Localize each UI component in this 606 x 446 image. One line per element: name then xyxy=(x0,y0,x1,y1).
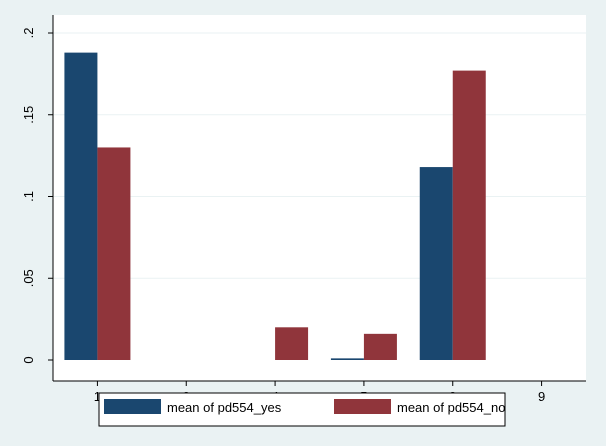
bar-no-8 xyxy=(452,70,486,360)
legend-swatch xyxy=(334,399,391,414)
y-tick-label: .15 xyxy=(21,106,36,124)
bars xyxy=(64,52,486,361)
legend-label: mean of pd554_yes xyxy=(167,400,282,415)
plot-area xyxy=(53,15,586,381)
legend-box xyxy=(98,392,506,427)
legend-label: mean of pd554_no xyxy=(397,400,505,415)
y-axis: 0 .05 .1 .15 .2 xyxy=(21,15,54,381)
x-tick-label: 1 xyxy=(94,389,101,404)
y-tick-label: .2 xyxy=(21,28,36,39)
x-tick-label: 9 xyxy=(538,389,545,404)
y-tick-label: 0 xyxy=(21,356,36,363)
gridlines xyxy=(53,32,586,279)
bar-yes-5 xyxy=(330,358,364,360)
legend-swatch xyxy=(104,399,161,414)
bar-yes-1 xyxy=(64,52,98,361)
bar-no-5 xyxy=(363,333,397,360)
y-tick-label: .05 xyxy=(21,269,36,287)
y-tick-label: .1 xyxy=(21,191,36,202)
bar-no-1 xyxy=(97,147,131,360)
bar-yes-8 xyxy=(419,167,453,360)
bar-no-4 xyxy=(275,327,309,360)
legend: mean of pd554_yes mean of pd554_no xyxy=(98,392,506,427)
